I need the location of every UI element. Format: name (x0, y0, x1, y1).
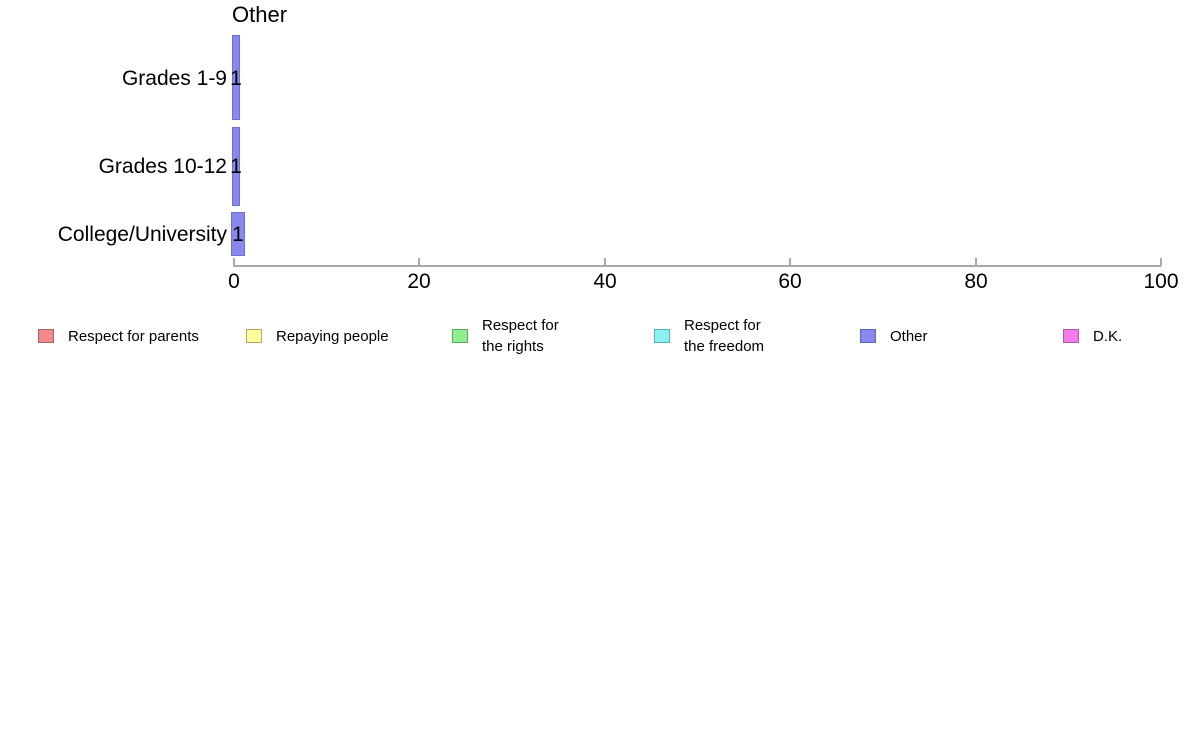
bar-value-label: 1 (230, 67, 242, 90)
chart-title: Other (232, 2, 288, 27)
legend-label: D.K. (1093, 327, 1123, 345)
x-tick-label: 100 (1143, 270, 1179, 293)
x-axis-tick (604, 258, 606, 266)
bar-value-label: 1 (232, 223, 244, 246)
x-tick-label: 20 (407, 270, 431, 293)
legend-swatch (38, 329, 54, 343)
bar-grades-1-9 (232, 35, 240, 120)
x-axis-tick (418, 258, 420, 266)
legend-item-dk: D.K. (1063, 315, 1122, 357)
x-tick-label: 40 (593, 270, 617, 293)
bar-value-label: 1 (230, 155, 242, 178)
category-label-grades-10-12: Grades 10-12 (98, 155, 227, 178)
legend-item-respect-for-the-freedom: Respect for the freedom (654, 315, 764, 357)
legend-swatch (860, 329, 876, 343)
x-axis-tick (789, 258, 791, 266)
x-tick-label: 80 (964, 270, 988, 293)
legend-label: Respect for the freedom (684, 317, 765, 355)
x-axis-tick (1160, 258, 1162, 266)
legend-swatch (654, 329, 670, 343)
legend-swatch (246, 329, 262, 343)
x-axis-tick (975, 258, 977, 266)
legend-label: Other (890, 327, 928, 345)
category-label-grades-1-9: Grades 1-9 (121, 67, 227, 90)
legend-item-other: Other (860, 315, 928, 357)
x-tick-label: 0 (228, 270, 240, 293)
legend-swatch (1063, 329, 1079, 343)
legend-item-respect-for-parents: Respect for parents (38, 315, 199, 357)
bar-grades-10-12 (232, 127, 240, 206)
legend-label: Repaying people (276, 327, 389, 345)
legend-label: Respect for the rights (482, 317, 559, 355)
x-tick-label: 60 (778, 270, 802, 293)
legend-item-repaying-people: Repaying people (246, 315, 389, 357)
bar-college-university (231, 212, 245, 256)
x-axis-tick (233, 258, 235, 266)
legend-swatch (452, 329, 468, 343)
category-label-college-university: College/University (57, 223, 227, 246)
legend-label: Respect for parents (68, 327, 199, 345)
legend-item-respect-for-the-rights: Respect for the rights (452, 315, 559, 357)
x-axis-line (233, 265, 1161, 267)
